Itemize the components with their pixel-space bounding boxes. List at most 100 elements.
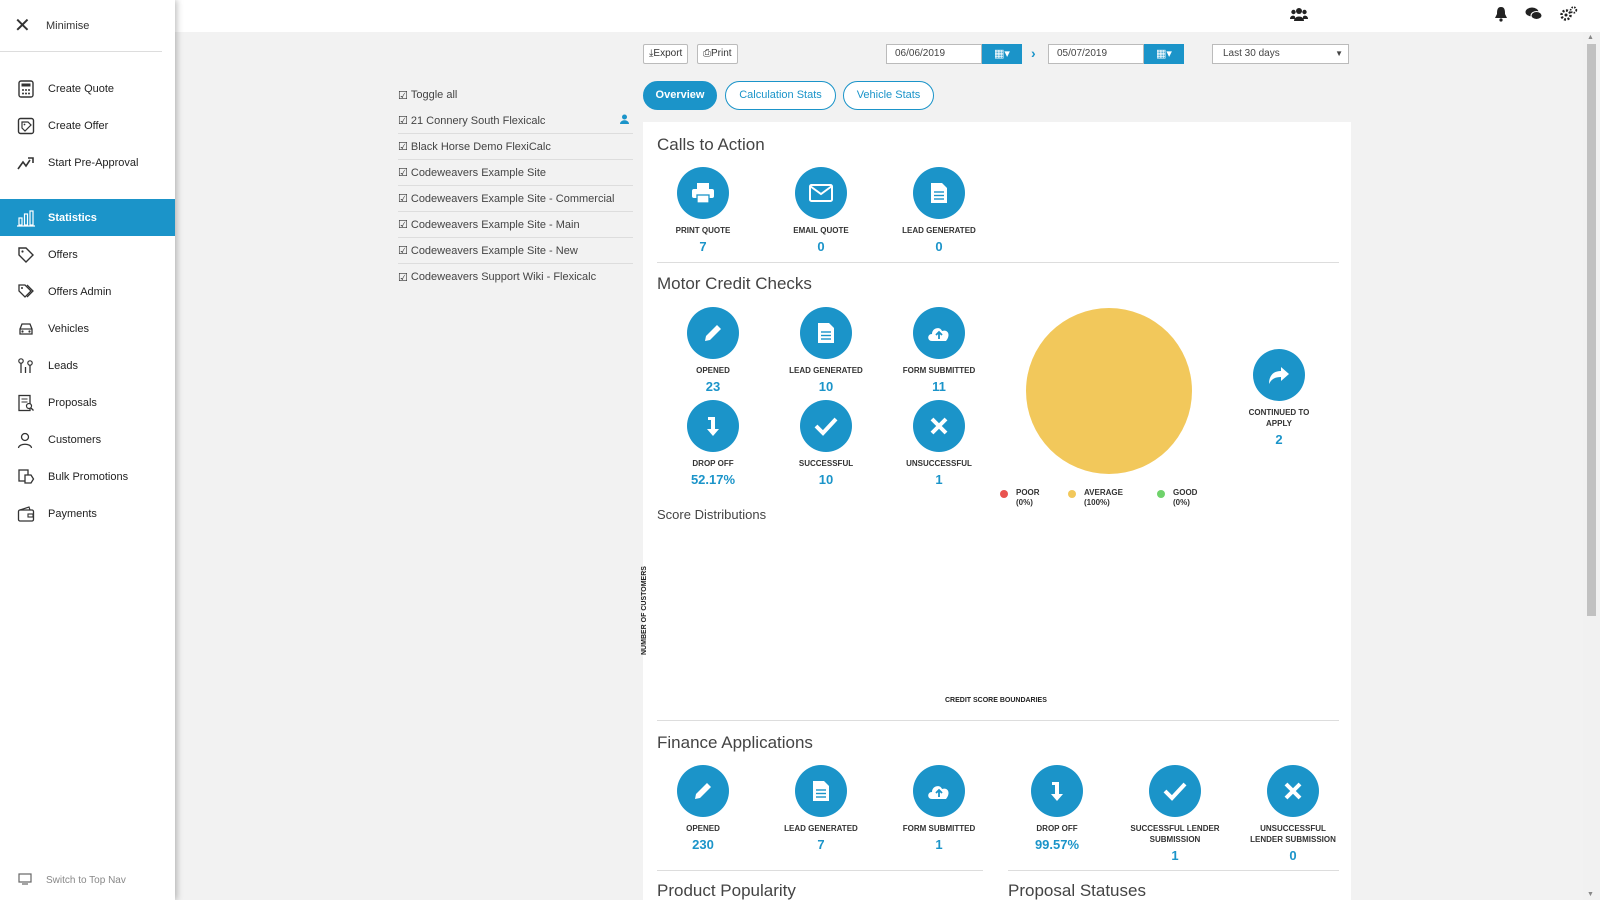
- chat-icon[interactable]: [1525, 6, 1543, 27]
- stat-value: 0: [1289, 848, 1297, 863]
- arrow-down-icon: [687, 400, 739, 452]
- divider: [657, 720, 1339, 721]
- chevron-right-icon: ›: [1031, 45, 1036, 61]
- date-from-input[interactable]: 06/06/2019: [886, 44, 982, 64]
- stat-label: SUCCESSFUL LENDER: [1130, 824, 1220, 833]
- legend-dot: [1157, 490, 1165, 498]
- site-item[interactable]: ☑ Codeweavers Example Site: [398, 160, 633, 186]
- legend-label: GOOD: [1173, 488, 1198, 497]
- calendar-from-button[interactable]: ▦▾: [982, 44, 1022, 64]
- range-select-value: Last 30 days: [1223, 48, 1280, 59]
- stat-label: LEAD GENERATED: [784, 824, 858, 833]
- sidebar-item-statistics[interactable]: Statistics: [0, 199, 175, 236]
- date-to-input[interactable]: 05/07/2019: [1048, 44, 1144, 64]
- stat-lead-generated: LEAD GENERATED 0: [884, 167, 994, 254]
- switch-top-nav-button[interactable]: Switch to Top Nav: [18, 873, 126, 888]
- tab-calculation-stats[interactable]: Calculation Stats: [725, 81, 836, 110]
- toggle-all[interactable]: ☑ Toggle all: [398, 82, 633, 108]
- sidebar-item-vehicles[interactable]: Vehicles: [0, 310, 175, 347]
- stat-label: PRINT QUOTE: [675, 226, 731, 235]
- calendar-icon: ▦▾: [994, 48, 1010, 60]
- motor-credit-title: Motor Credit Checks: [657, 274, 812, 293]
- scroll-up-icon[interactable]: ▲: [1587, 34, 1594, 41]
- stat-label: DROP OFF: [692, 459, 734, 468]
- legend-pct: (0%): [1016, 498, 1033, 507]
- site-item[interactable]: ☑ 21 Connery South Flexicalc: [398, 108, 633, 134]
- stat-fa-lead-generated: LEAD GENERATED 7: [766, 765, 876, 852]
- site-item[interactable]: ☑ Black Horse Demo FlexiCalc: [398, 134, 633, 160]
- sidebar-item-create-offer[interactable]: Create Offer: [0, 107, 175, 144]
- stat-mc-drop-off: DROP OFF 52.17%: [658, 400, 768, 487]
- stat-value: 1: [935, 472, 943, 487]
- range-select[interactable]: Last 30 days ▼: [1212, 44, 1349, 64]
- site-item[interactable]: ☑ Codeweavers Example Site - Main: [398, 212, 633, 238]
- site-item[interactable]: ☑ Codeweavers Example Site - Commercial: [398, 186, 633, 212]
- cross-icon: [913, 400, 965, 452]
- site-label: 21 Connery South Flexicalc: [410, 114, 546, 127]
- minimise-button[interactable]: ✕ Minimise: [0, 0, 162, 52]
- stat-label: FORM SUBMITTED: [902, 824, 976, 833]
- sidebar-item-leads[interactable]: Leads: [0, 347, 175, 384]
- scrollbar-thumb[interactable]: [1587, 44, 1596, 616]
- sidebar-item-offers-admin[interactable]: Offers Admin: [0, 273, 175, 310]
- stat-label: LEAD GENERATED: [789, 366, 863, 375]
- stat-label: LENDER SUBMISSION: [1250, 835, 1336, 844]
- team-icon[interactable]: [1290, 6, 1308, 27]
- site-item[interactable]: ☑ Codeweavers Example Site - New: [398, 238, 633, 264]
- stat-label: OPENED: [686, 824, 720, 833]
- sidebar-item-label: Offers: [48, 248, 78, 261]
- stat-fa-form-submitted: FORM SUBMITTED 1: [884, 765, 994, 852]
- site-label: Codeweavers Support Wiki - Flexicalc: [410, 271, 597, 283]
- stat-label: DROP OFF: [1036, 824, 1078, 833]
- stat-mc-form-submitted: FORM SUBMITTED 11: [884, 307, 994, 394]
- tab-overview[interactable]: Overview: [643, 81, 717, 110]
- sidebar-item-label: Leads: [48, 359, 78, 372]
- sidebar-item-label: Customers: [48, 433, 102, 446]
- calendar-to-button[interactable]: ▦▾: [1144, 44, 1184, 64]
- scroll-down-icon[interactable]: ▼: [1587, 891, 1594, 898]
- stat-value: 23: [705, 379, 721, 394]
- sidebar-item-proposals[interactable]: Proposals: [0, 384, 175, 421]
- cloud-upload-icon: [913, 765, 965, 817]
- sidebar-item-create-quote[interactable]: Create Quote: [0, 70, 175, 107]
- tab-vehicle-stats[interactable]: Vehicle Stats: [843, 81, 934, 110]
- stat-label: SUBMISSION: [1149, 835, 1201, 844]
- export-button[interactable]: ⤓Export: [643, 44, 689, 64]
- sidebar-item-label: Payments: [48, 507, 97, 520]
- sidebar-item-label: Create Offer: [48, 119, 109, 132]
- sidebar-item-customers[interactable]: Customers: [0, 421, 175, 458]
- bell-icon[interactable]: [1494, 6, 1508, 27]
- stat-value: 0: [935, 239, 943, 254]
- site-label: Codeweavers Example Site - Commercial: [410, 192, 615, 205]
- stat-value: 7: [817, 837, 825, 852]
- calls-to-action-title: Calls to Action: [657, 135, 765, 154]
- checkbox-checked-icon: ☑: [398, 167, 408, 179]
- sidebar-item-label: Bulk Promotions: [48, 470, 129, 483]
- stat-value: 1: [1171, 848, 1179, 863]
- checkbox-checked-icon: ☑: [398, 115, 408, 127]
- envelope-icon: [795, 167, 847, 219]
- stat-mc-unsuccessful: UNSUCCESSFUL 1: [884, 400, 994, 487]
- sidebar-item-offers[interactable]: Offers: [0, 236, 175, 273]
- settings-icon[interactable]: [1560, 6, 1578, 27]
- site-item[interactable]: ☑ Codeweavers Support Wiki - Flexicalc: [398, 264, 633, 290]
- print-button[interactable]: ⎙Print: [697, 44, 738, 64]
- stat-value: 99.57%: [1034, 837, 1080, 852]
- close-icon: ✕: [14, 15, 31, 37]
- stat-label: UNSUCCESSFUL: [906, 459, 972, 468]
- pencil-icon: [677, 765, 729, 817]
- legend-average: AVERAGE (100%): [1068, 488, 1123, 508]
- stat-print-quote: PRINT QUOTE 7: [648, 167, 758, 254]
- sidebar-item-payments[interactable]: Payments: [0, 495, 175, 532]
- sidebar-item-start-pre-approval[interactable]: Start Pre-Approval: [0, 144, 175, 181]
- score-distribution-title: Score Distributions: [657, 507, 767, 522]
- divider: [1008, 870, 1339, 871]
- users-icon: [16, 430, 36, 450]
- toggle-all-label: Toggle all: [410, 89, 458, 101]
- stat-value: 2: [1275, 432, 1283, 447]
- page-scrollbar[interactable]: ▲ ▼: [1583, 32, 1600, 900]
- caret-down-icon: ▼: [1335, 49, 1343, 58]
- stat-label: FORM SUBMITTED: [902, 366, 976, 375]
- stat-value: 11: [932, 379, 946, 394]
- sidebar-item-bulk-promotions[interactable]: Bulk Promotions: [0, 458, 175, 495]
